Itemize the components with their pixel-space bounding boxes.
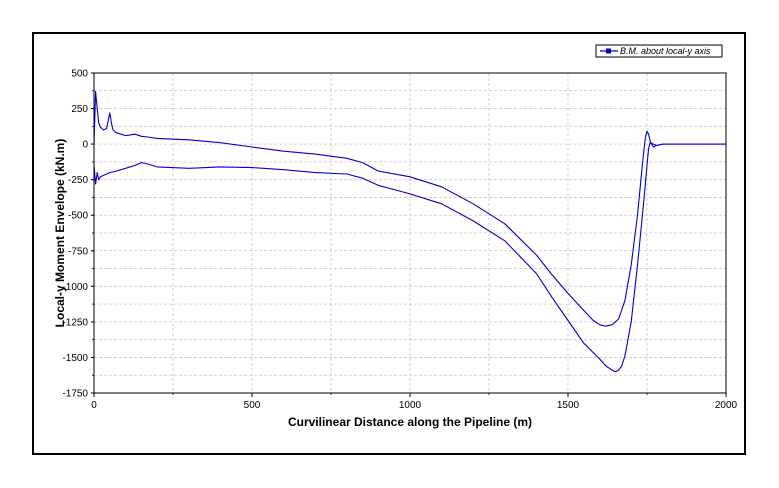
y-axis: 500 250 0 -250 -500 -750 -1000 -1250 -1500 -1750 [62,69,94,400]
y-tick-label: -1500 [62,353,88,364]
y-tick-label: 0 [82,140,88,151]
series-layer [93,90,726,373]
x-axis: 0 500 1000 1500 2000 [91,393,738,411]
y-tick-label: -250 [68,175,88,186]
y-tick-label: 500 [71,69,88,80]
y-tick-label: -1750 [62,389,88,400]
legend-marker-swatch [606,48,611,54]
series-line-upper [93,90,726,327]
y-tick-label: -750 [68,246,88,257]
y-tick-label: -500 [68,211,88,222]
x-tick-label: 0 [91,400,97,411]
legend: B.M. about local-y axis [595,44,723,58]
y-tick-label: 250 [71,104,88,115]
x-axis-title: Curvilinear Distance along the Pipeline … [288,415,532,429]
line-chart: 5002500-250-500-750-1000-1250-1500-1750 … [53,44,738,429]
legend-box [595,44,723,58]
y-axis-title: Local-y Moment Envelope (kN.m) [53,139,67,328]
y-tick-label: -1000 [62,282,88,293]
series-line-lower [93,142,726,373]
x-tick-label: 500 [244,400,261,411]
chart-frame: 500 250 0 -250 -500 -750 -1000 -1250 -1500 -1750 … [32,32,746,455]
x-tick-label: 1500 [557,400,580,411]
legend-label: B.M. about local-y axis [620,46,711,56]
x-tick-label: 2000 [715,400,738,411]
y-tick-label: -1250 [62,317,88,328]
x-tick-label: 1000 [399,400,422,411]
